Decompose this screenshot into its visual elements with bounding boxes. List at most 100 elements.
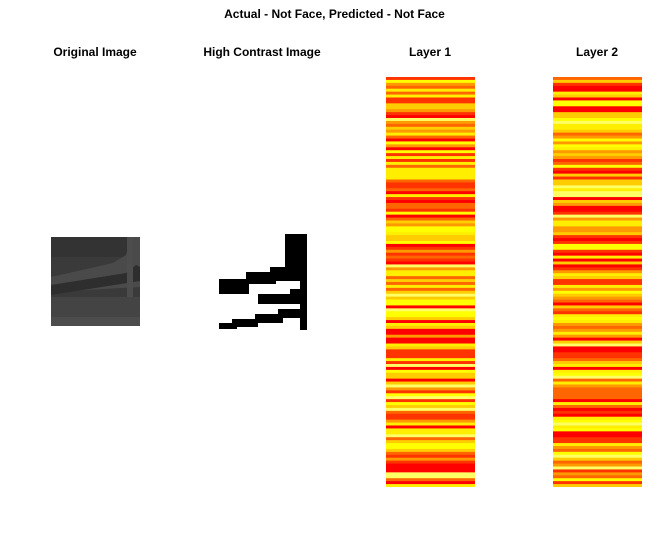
layer-2-panel: [553, 77, 642, 487]
layer2-row: [553, 279, 642, 283]
layer1-row: [386, 270, 475, 274]
layer2-row: [553, 320, 642, 324]
layer1-row: [386, 422, 475, 426]
layer2-row: [553, 340, 642, 344]
layer2-row: [553, 390, 642, 394]
layer2-row: [553, 372, 642, 377]
layer2-row: [553, 208, 642, 213]
layer2-row: [553, 273, 642, 277]
layer2-row: [553, 290, 642, 295]
layer1-row: [386, 393, 475, 397]
layer2-row: [553, 387, 642, 391]
layer1-row: [386, 302, 475, 306]
layer2-row: [553, 82, 642, 87]
layer2-row: [553, 314, 642, 318]
layer1-row: [386, 147, 475, 151]
layer1-row: [386, 167, 475, 172]
layer2-row: [553, 393, 642, 397]
layer1-row: [386, 129, 475, 134]
layer1-row: [386, 308, 475, 312]
layer1-row: [386, 396, 475, 400]
layer2-row: [553, 164, 642, 169]
layer1-row: [386, 387, 475, 391]
layer2-row: [553, 91, 642, 95]
layer2-row: [553, 123, 642, 128]
layer2-row: [553, 361, 642, 365]
layer2-row: [553, 267, 642, 271]
hc-block-middle: [258, 294, 302, 304]
layer1-row: [386, 349, 475, 353]
layer2-row: [553, 331, 642, 336]
layer1-row: [386, 454, 475, 459]
layer1-row: [386, 317, 475, 321]
layer2-row: [553, 141, 642, 145]
layer1-row: [386, 182, 475, 186]
layer1-row: [386, 188, 475, 192]
layer1-row: [386, 311, 475, 315]
layer1-row: [386, 264, 475, 268]
layer2-row: [553, 381, 642, 385]
layer1-row: [386, 159, 475, 163]
layer1-row: [386, 299, 475, 303]
layer1-row: [386, 82, 475, 87]
layer2-row: [553, 170, 642, 175]
layer1-row: [386, 443, 475, 447]
layer1-row: [386, 156, 475, 160]
hc-vertical-bar: [300, 279, 307, 330]
layer2-row: [553, 232, 642, 236]
layer2-row: [553, 334, 642, 339]
layer2-row: [553, 437, 642, 441]
layer2-row: [553, 77, 642, 81]
layer2-row: [553, 270, 642, 274]
layer1-row: [386, 375, 475, 380]
layer1-row: [386, 407, 475, 412]
layer2-row: [553, 410, 642, 415]
layer1-row: [386, 475, 475, 479]
original-image-panel: [51, 237, 140, 326]
layer1-row: [386, 364, 475, 368]
original-image-dark-band: [51, 265, 140, 295]
layer2-row: [553, 364, 642, 368]
layer1-row: [386, 384, 475, 388]
layer1-row: [386, 325, 475, 330]
layer1-row: [386, 246, 475, 251]
layer2-row: [553, 299, 642, 303]
layer1-row: [386, 141, 475, 145]
layer2-row: [553, 238, 642, 242]
layer2-row: [553, 132, 642, 136]
layer1-row: [386, 419, 475, 423]
hc-block-lower-left: [232, 319, 258, 327]
layer2-row: [553, 481, 642, 485]
layer1-row: [386, 103, 475, 107]
layer1-row: [386, 208, 475, 213]
layer1-row: [386, 282, 475, 286]
layer2-row: [553, 173, 642, 177]
original-image-heatmap: [51, 237, 140, 326]
layer2-row: [553, 106, 642, 110]
layer1-row: [386, 425, 475, 429]
original-image-top-band: [51, 237, 140, 257]
layer2-row: [553, 118, 642, 122]
layer2-row: [553, 369, 642, 374]
layer1-row: [386, 431, 475, 435]
layer1-row: [386, 346, 475, 350]
layer1-row: [386, 481, 475, 485]
layer1-row: [386, 381, 475, 385]
layer2-row: [553, 135, 642, 139]
layer2-row: [553, 129, 642, 134]
layer1-row: [386, 323, 475, 327]
layer2-row: [553, 153, 642, 157]
layer1-row: [386, 314, 475, 318]
layer1-row: [386, 369, 475, 374]
layer1-row: [386, 211, 475, 216]
layer2-row: [553, 112, 642, 116]
layer2-row: [553, 246, 642, 251]
layer1-row: [386, 261, 475, 265]
layer2-row: [553, 249, 642, 254]
layer1-row: [386, 197, 475, 201]
layer1-row: [386, 120, 475, 125]
hc-block-bottom-left: [219, 323, 237, 329]
layer1-row: [386, 337, 475, 341]
layer2-row: [553, 241, 642, 245]
layer2-row: [553, 478, 642, 482]
